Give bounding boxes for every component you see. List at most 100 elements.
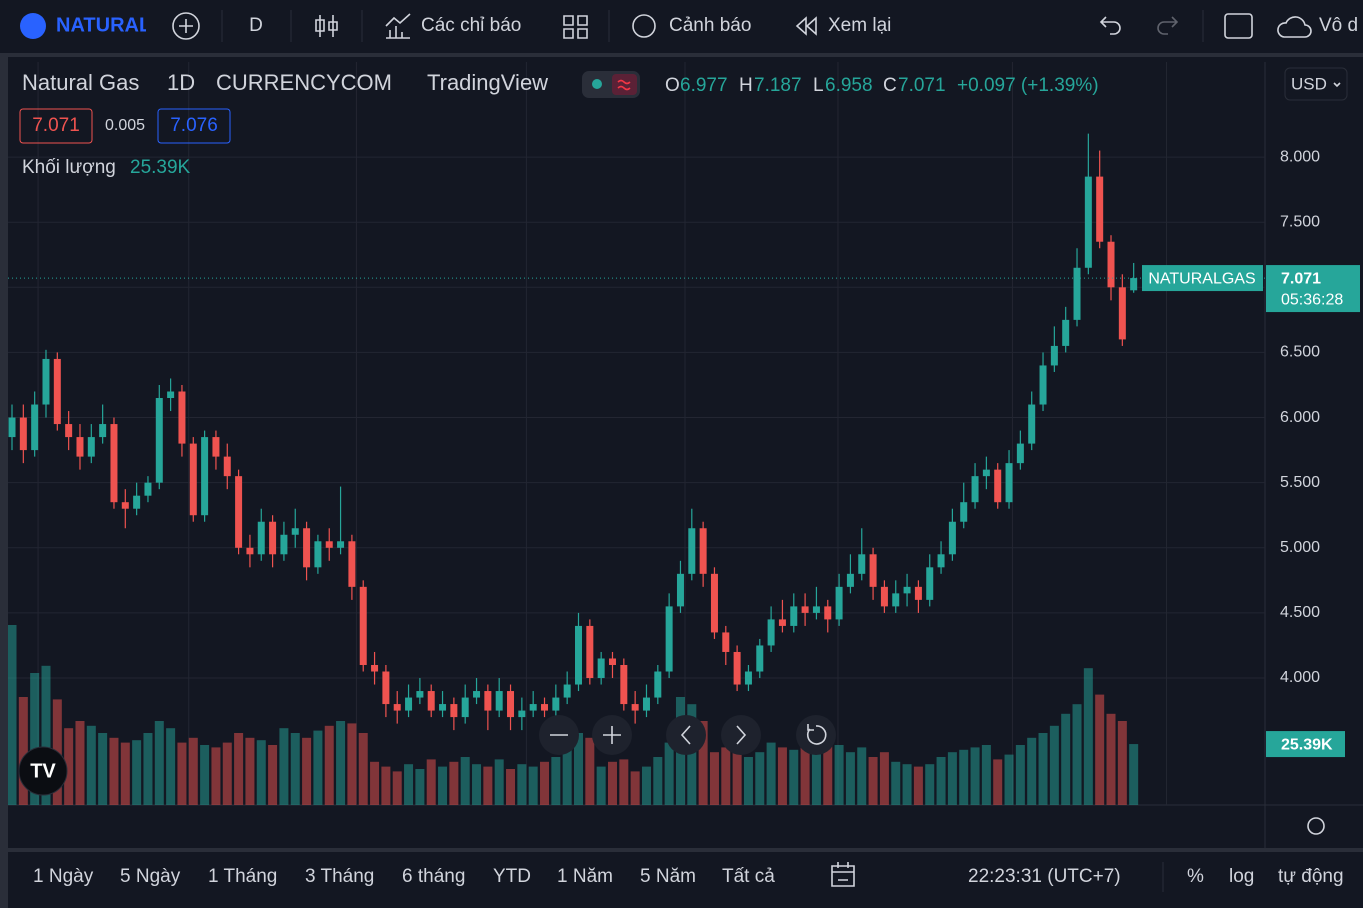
volume-bar xyxy=(1004,754,1014,805)
add-symbol[interactable] xyxy=(172,12,200,40)
volume-bar xyxy=(1117,721,1127,805)
interval[interactable]: D xyxy=(249,15,263,36)
candle-body xyxy=(597,658,605,679)
volume-bar xyxy=(1049,725,1059,805)
volume-bar xyxy=(970,747,980,805)
range-button[interactable]: 5 Ngày xyxy=(120,866,181,887)
h-value: 7.187 xyxy=(754,75,802,96)
symbol[interactable]: NATURAL xyxy=(56,14,151,36)
ohlc: O 6.977 H 7.187 L 6.958 C 7.071 +0.097 (… xyxy=(665,75,1099,96)
candle-body xyxy=(518,710,526,718)
volume-bar xyxy=(166,728,176,805)
candle-body xyxy=(744,671,752,685)
candle-body xyxy=(1050,345,1058,366)
redo[interactable] xyxy=(1157,16,1179,35)
ask-box[interactable] xyxy=(157,108,231,144)
l-value: 6.958 xyxy=(825,75,873,96)
volume-bar xyxy=(777,747,787,805)
candle-body xyxy=(575,625,582,685)
range-button[interactable]: 6 tháng xyxy=(402,866,465,887)
currency-box[interactable] xyxy=(1284,67,1348,101)
y-tick-label: 4.500 xyxy=(1280,604,1320,621)
volume-bar xyxy=(528,766,538,805)
candle-body xyxy=(756,645,764,672)
candle-body xyxy=(439,704,447,711)
scroll-right[interactable] xyxy=(721,715,761,755)
volume-bar xyxy=(211,747,221,805)
percent[interactable]: % xyxy=(1187,866,1204,887)
volume-bar xyxy=(188,737,198,805)
range-button[interactable]: Tất cả xyxy=(722,866,775,887)
volume-bar xyxy=(8,625,17,805)
volume-bar xyxy=(891,761,901,805)
fullscreen[interactable] xyxy=(1224,13,1253,39)
layouts[interactable] xyxy=(563,15,588,39)
volume-bar xyxy=(132,740,142,805)
date-range-icon[interactable] xyxy=(831,862,855,887)
undo[interactable] xyxy=(1099,16,1121,35)
indicators[interactable]: Các chỉ báo xyxy=(421,15,521,36)
candle-body xyxy=(19,417,27,451)
alert-icon xyxy=(632,14,656,38)
right-icon xyxy=(736,725,747,745)
range-button[interactable]: 1 Ngày xyxy=(33,866,94,887)
candle-body xyxy=(1005,463,1013,503)
candle-body xyxy=(314,541,322,568)
range-button[interactable]: 1 Tháng xyxy=(208,866,277,887)
volume-bar xyxy=(755,752,765,805)
bid[interactable]: 7.071 xyxy=(32,115,80,136)
volume-bar xyxy=(540,761,550,805)
settings[interactable] xyxy=(1307,817,1325,835)
volume-bar xyxy=(1072,704,1082,805)
toolbar: NATURAL D Các chỉ báo Cảnh báo Xem lại V… xyxy=(20,10,1358,42)
reset-icon xyxy=(806,724,827,745)
alerts[interactable]: Cảnh báo xyxy=(669,15,751,36)
y-tick-label: 8.000 xyxy=(1280,148,1320,165)
candle-body xyxy=(733,651,741,685)
candle-body xyxy=(65,424,73,438)
range-button[interactable]: 1 Năm xyxy=(557,866,613,887)
volume-bar xyxy=(596,766,606,805)
chart-type[interactable] xyxy=(315,15,338,37)
volume-bar xyxy=(256,740,266,805)
volume-bar xyxy=(324,725,334,805)
candle-body xyxy=(257,521,265,555)
replay[interactable]: Xem lại xyxy=(828,15,891,36)
volume-bar xyxy=(347,723,357,805)
bid-box[interactable] xyxy=(19,108,93,144)
volume-bar xyxy=(1083,668,1093,805)
candle-body xyxy=(8,417,16,438)
legend-name: Natural Gas xyxy=(22,70,139,95)
range-button[interactable]: YTD xyxy=(493,866,531,887)
volume-bar xyxy=(687,704,697,805)
volume-bar xyxy=(1038,733,1048,805)
candle-body xyxy=(869,554,877,587)
range-button[interactable]: 5 Năm xyxy=(640,866,696,887)
log[interactable]: log xyxy=(1229,866,1254,887)
reset[interactable] xyxy=(796,715,836,755)
scroll-left[interactable] xyxy=(666,715,706,755)
candle-body xyxy=(835,586,843,620)
candle-body xyxy=(722,632,730,652)
candle-body xyxy=(144,482,152,496)
bottom-bar: 22:23:31 (UTC+7) % log tự động xyxy=(831,862,1344,892)
volume-tag-box xyxy=(1266,731,1345,758)
currency-caret xyxy=(1333,82,1341,88)
candle-body xyxy=(280,534,288,555)
volume-bar xyxy=(709,752,719,805)
clock[interactable]: 22:23:31 (UTC+7) xyxy=(968,866,1121,887)
currency[interactable]: USD xyxy=(1291,74,1327,93)
tv-logo[interactable] xyxy=(18,746,68,796)
l-key: L xyxy=(813,75,824,96)
c-key: C xyxy=(883,75,897,96)
o-key: O xyxy=(665,75,680,96)
add-icon xyxy=(179,19,193,33)
range-button[interactable]: 3 Tháng xyxy=(305,866,374,887)
candle-body xyxy=(892,593,900,607)
volume-bar xyxy=(653,757,663,805)
candle-body xyxy=(223,456,231,477)
auto[interactable]: tự động xyxy=(1278,866,1344,887)
ask[interactable]: 7.076 xyxy=(170,115,218,136)
publish[interactable]: Vô d xyxy=(1319,15,1358,36)
candle-body xyxy=(971,476,979,503)
